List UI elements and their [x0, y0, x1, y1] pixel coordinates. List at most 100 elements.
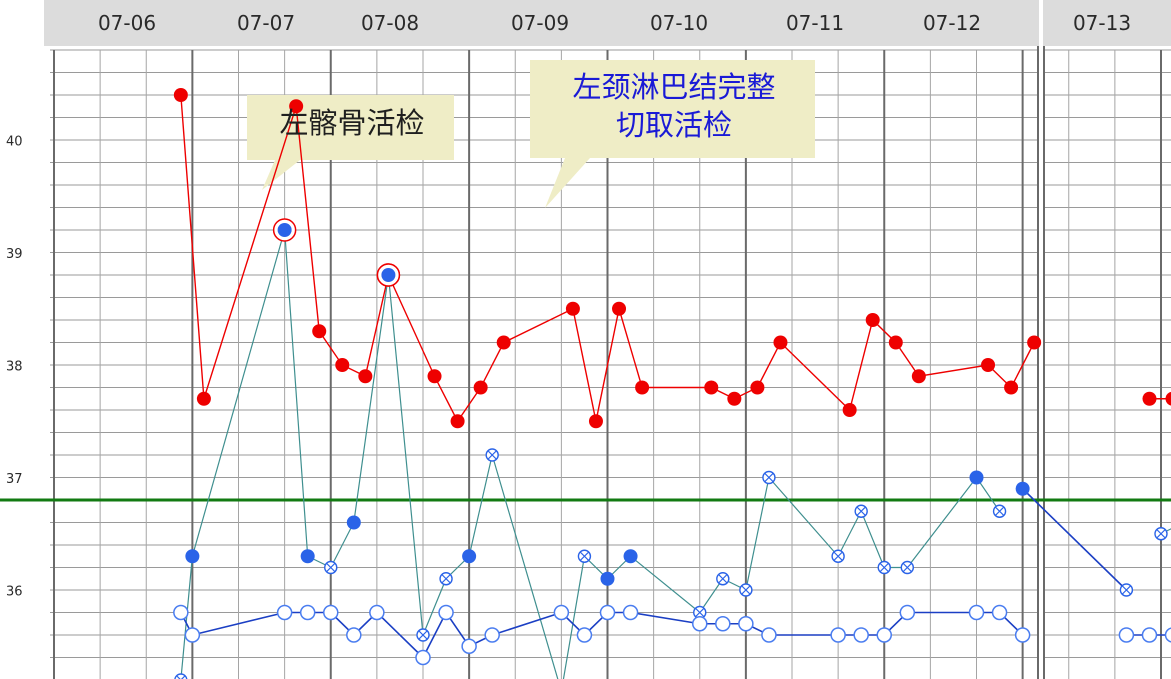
y-axis-labels: 40 39 38 37 36 — [6, 134, 23, 599]
hollow-point — [692, 616, 708, 632]
hollow-point — [830, 627, 846, 643]
hollow-point — [323, 604, 339, 621]
cross-mark — [180, 675, 186, 679]
hollow-point — [461, 638, 477, 654]
hollow-point — [599, 604, 616, 621]
temperature-point — [704, 380, 719, 395]
cross-mark — [326, 563, 336, 572]
series-markers — [173, 88, 1171, 679]
annotation-callouts — [247, 60, 815, 208]
callout-bubble — [530, 60, 815, 208]
filled-blue-point — [300, 549, 315, 564]
header-break — [1039, 0, 1043, 46]
filled-blue-point — [969, 470, 984, 485]
hollow-point — [369, 604, 385, 621]
cross-mark — [441, 574, 451, 584]
header-corner — [0, 0, 44, 46]
temperature-point — [496, 335, 511, 350]
hollow-point — [484, 627, 500, 643]
filled-blue-point — [185, 549, 200, 564]
date-label: 07-06 — [98, 11, 156, 35]
date-label: 07-08 — [361, 11, 419, 35]
hollow-point — [876, 627, 892, 643]
temperature-point — [727, 391, 742, 406]
temperature-point — [289, 99, 304, 114]
filled-blue-point — [600, 571, 615, 586]
temperature-point — [981, 358, 996, 372]
y-tick-label: 38 — [6, 359, 23, 374]
temperature-point — [450, 414, 465, 429]
y-tick-label: 37 — [6, 472, 23, 487]
cross-mark — [879, 563, 889, 572]
date-label: 07-07 — [237, 11, 295, 35]
cross-mark — [695, 608, 705, 617]
cross-mark — [741, 585, 751, 595]
annotation-lymph-node-biopsy: 左颈淋巴结完整 切取活检 — [533, 68, 815, 144]
temperature-point — [635, 380, 650, 395]
hollow-point — [173, 604, 189, 621]
hollow-point — [761, 627, 777, 643]
date-label: 07-11 — [786, 11, 844, 35]
hollow-point — [853, 627, 869, 643]
hollow-point — [1118, 627, 1135, 643]
temperature-point — [196, 391, 211, 406]
callout-bubble — [247, 95, 454, 190]
date-header — [0, 0, 1171, 46]
temperature-point — [773, 335, 788, 350]
temperature-point — [842, 403, 857, 417]
temperature-point — [335, 358, 350, 372]
navy-series-line — [1022, 488, 1127, 591]
temperature-point — [888, 335, 903, 350]
temperature-point — [473, 380, 488, 395]
hollow-point — [276, 604, 293, 621]
cross-mark — [902, 563, 912, 572]
hollow-point — [184, 627, 201, 643]
temperature-point — [1004, 380, 1019, 395]
annotation-line: 左髂骨活检 — [279, 106, 425, 140]
hollow-point — [968, 604, 985, 621]
hollow-point — [715, 616, 731, 632]
cross-mark — [995, 506, 1004, 516]
cross-mark — [856, 506, 866, 516]
cross-mark — [764, 473, 774, 482]
annotation-line: 左颈淋巴结完整 — [572, 70, 776, 104]
temperature-point — [1165, 391, 1171, 406]
hollow-point — [415, 649, 431, 666]
cross-mark — [176, 675, 181, 679]
filled-blue-point — [1015, 481, 1030, 496]
hollow-point — [438, 604, 454, 621]
temperature-point — [1027, 335, 1042, 350]
hollow-point — [899, 604, 916, 621]
temperature-point — [588, 414, 603, 429]
cross-mark — [1156, 529, 1166, 539]
filled-blue-point — [462, 549, 477, 564]
temperature-point — [612, 301, 627, 316]
filled-blue-point — [277, 223, 292, 237]
header-band — [44, 0, 1171, 46]
hollow-point — [1141, 627, 1158, 643]
temperature-point — [911, 369, 926, 384]
hollow-point — [738, 616, 754, 632]
cross-mark — [833, 551, 843, 561]
cross-mark — [580, 551, 589, 561]
temperature-point — [358, 369, 373, 384]
hollow-point — [1164, 627, 1171, 643]
filled-blue-point — [623, 549, 638, 564]
temperature-point — [1142, 391, 1157, 406]
temperature-point — [173, 88, 188, 102]
date-label: 07-10 — [650, 11, 708, 35]
section-break — [1038, 46, 1044, 679]
date-labels: 07-06 07-07 07-08 07-09 07-10 07-11 07-12 07-13 — [98, 11, 1131, 35]
temperature-point — [865, 313, 880, 327]
temperature-point — [312, 324, 327, 339]
hollow-point — [346, 627, 362, 643]
hollow-point — [553, 604, 570, 621]
cross-mark — [418, 630, 428, 640]
date-label: 07-13 — [1073, 11, 1131, 35]
date-label: 07-09 — [511, 11, 569, 35]
temperature-point — [750, 380, 765, 395]
hollow-point — [576, 627, 593, 643]
red-series-line — [1149, 398, 1171, 400]
date-label: 07-12 — [923, 11, 981, 35]
